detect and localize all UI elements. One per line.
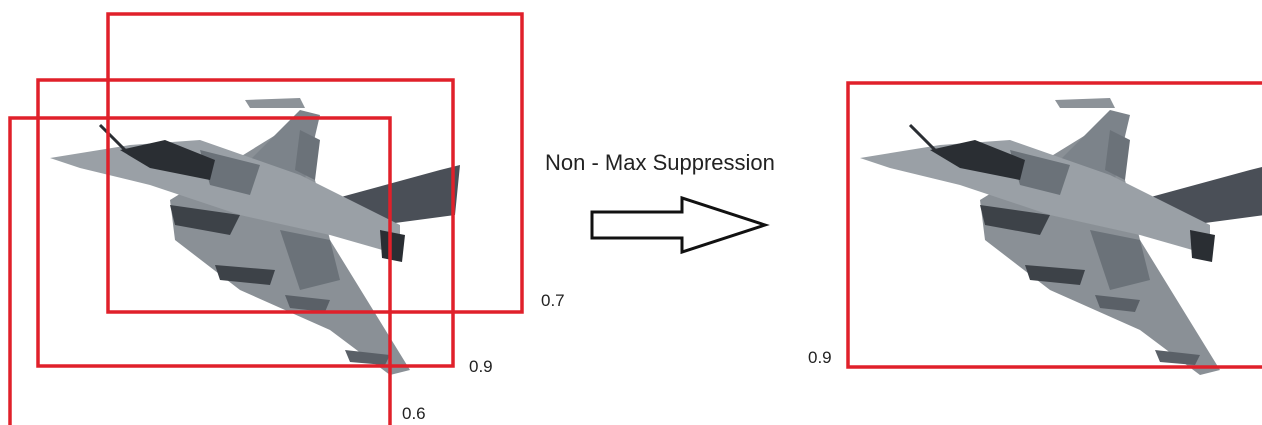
box-score: 0.9 [469, 357, 493, 376]
bounding-box [8, 116, 392, 425]
box-score: 0.7 [541, 291, 565, 310]
jet-image [48, 96, 462, 377]
bounding-box [846, 81, 1262, 369]
bounding-box [36, 78, 455, 368]
box-score: 0.6 [402, 404, 426, 423]
bounding-box [106, 12, 524, 314]
jet-image [858, 96, 1262, 377]
operation-label: Non - Max Suppression [545, 150, 775, 175]
box-score: 0.9 [808, 348, 832, 367]
arrow [590, 195, 770, 255]
